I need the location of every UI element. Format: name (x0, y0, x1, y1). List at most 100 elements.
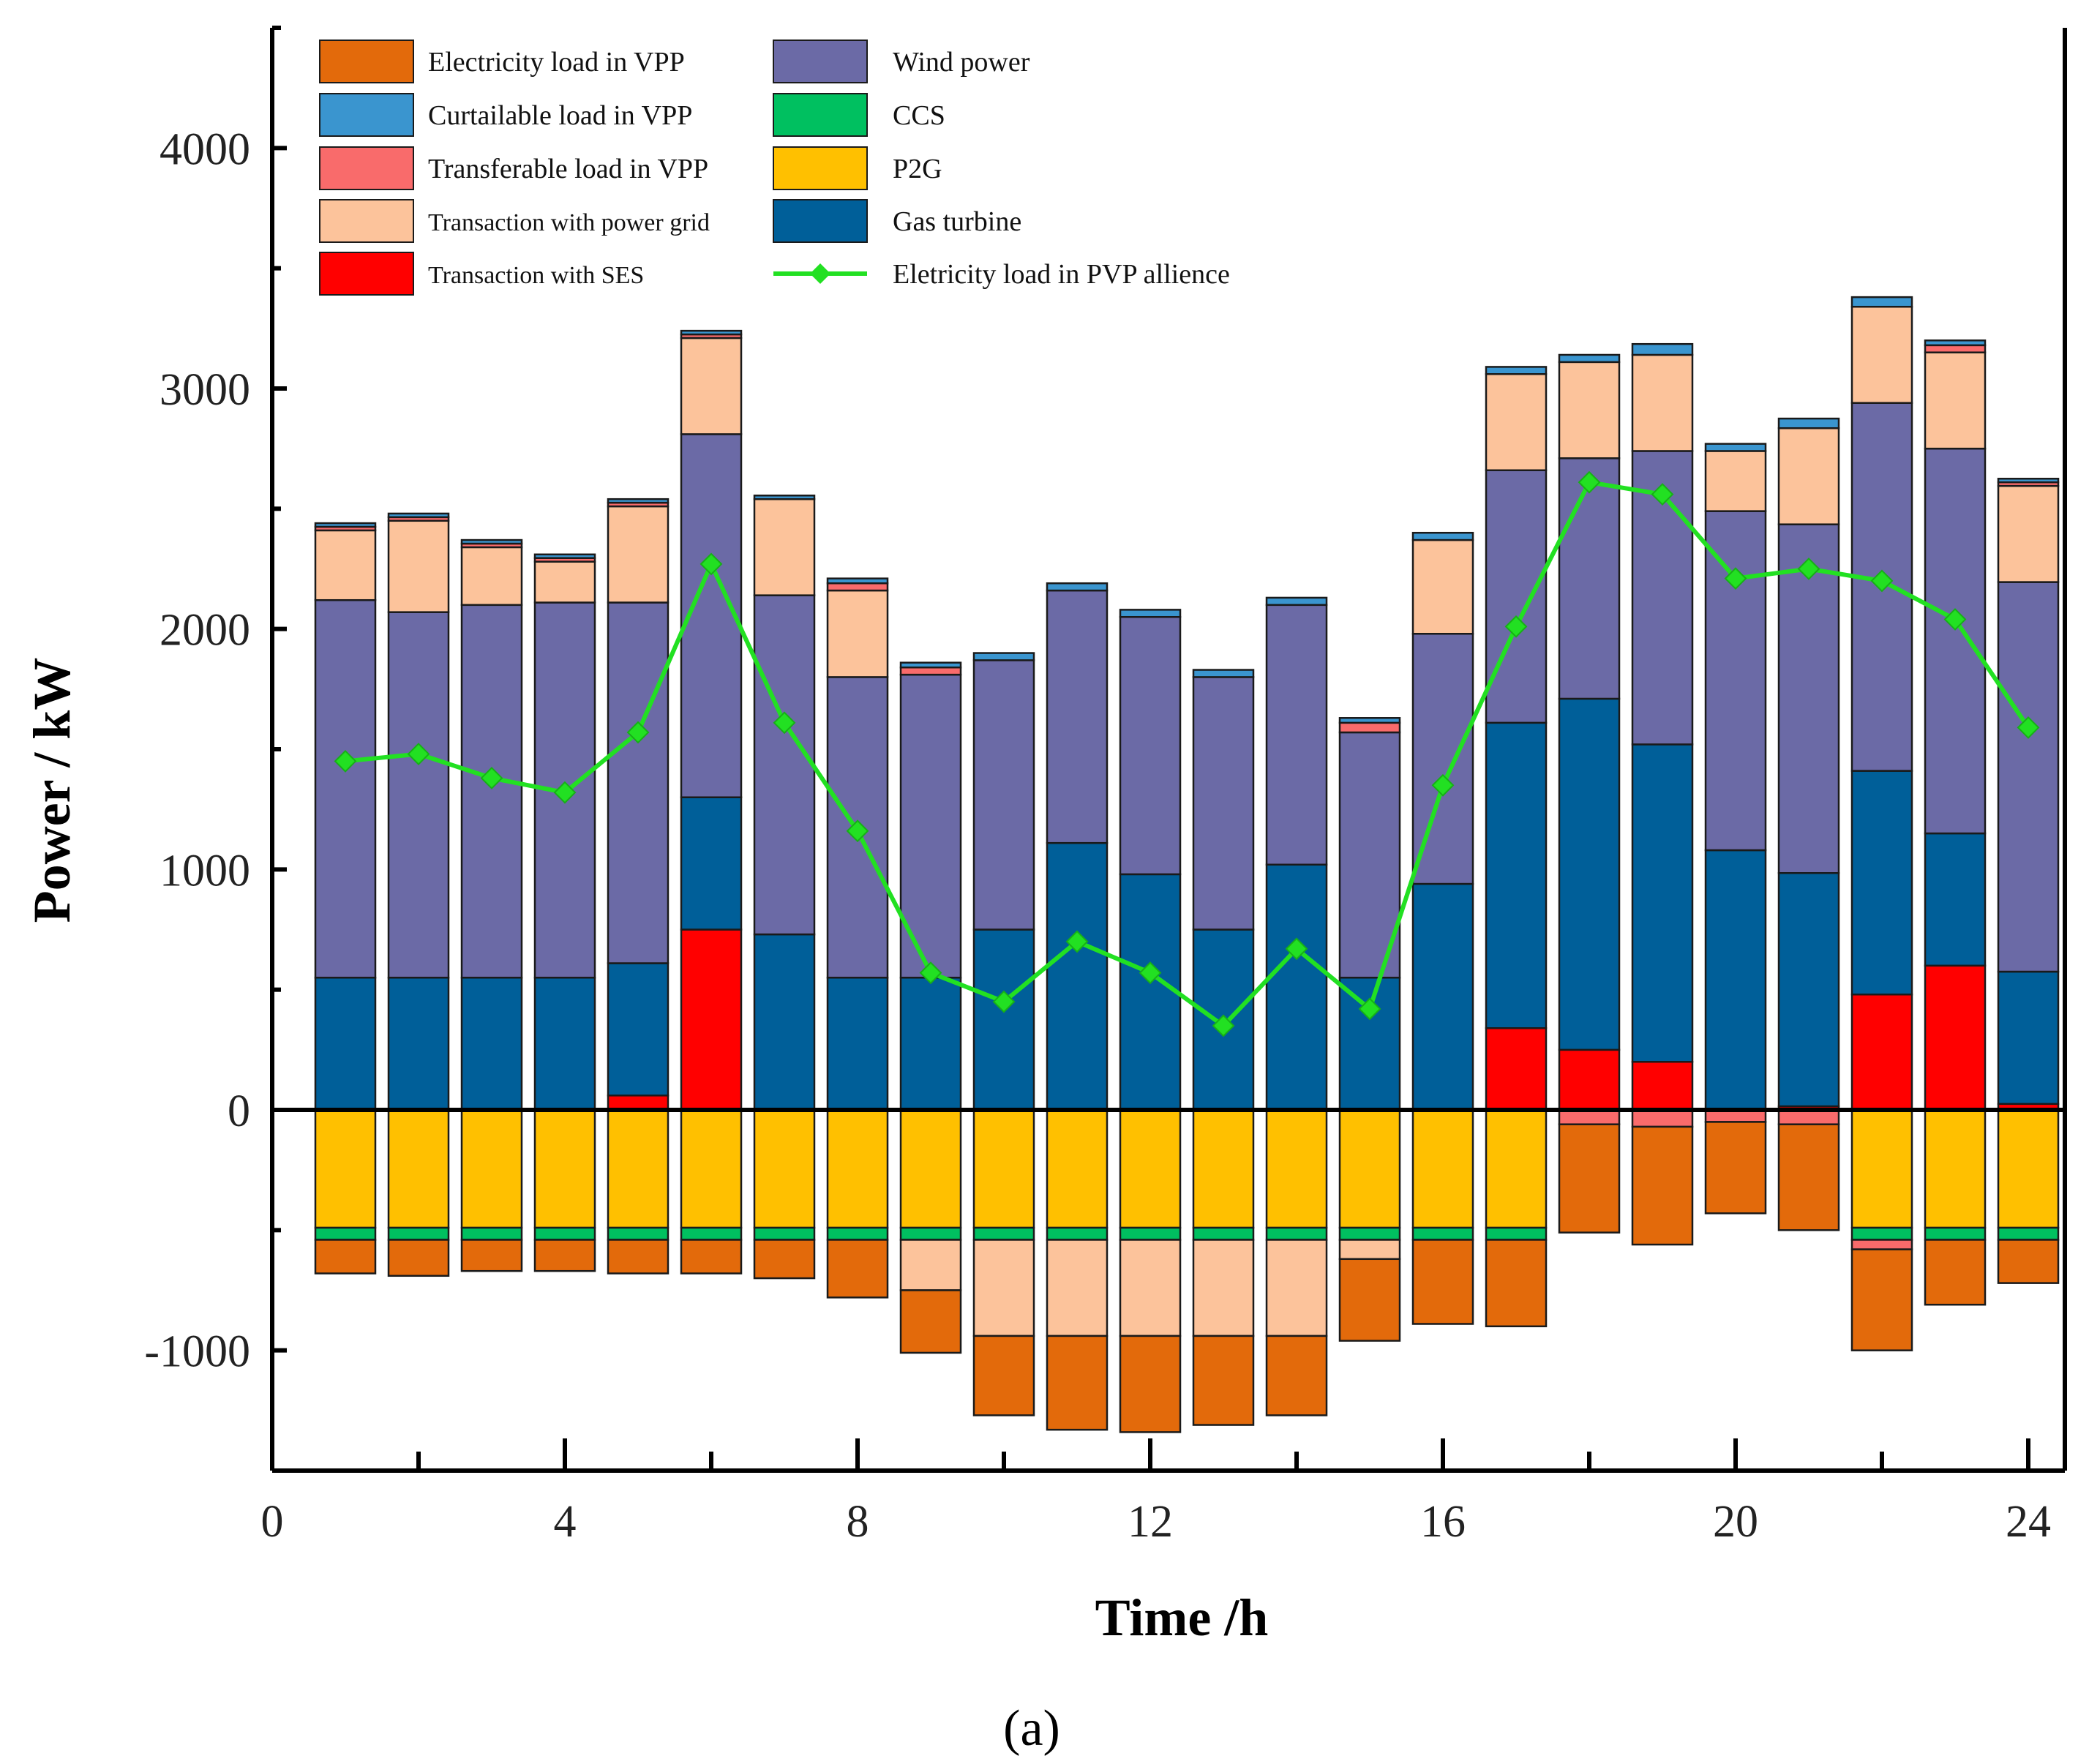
bar-neg-electricity-load-in-vpp-h3 (460, 1239, 523, 1272)
bar-curtailable-load-in-vpp-h17 (1485, 366, 1548, 375)
bar-neg-p2g-h15 (1338, 1108, 1401, 1229)
x-tick-label: 12 (1128, 1497, 1173, 1547)
load-point-h15 (1358, 997, 1381, 1021)
bar-neg-electricity-load-in-vpp-h22 (1850, 1248, 1913, 1351)
bar-transaction-with-power-grid-h4 (533, 560, 596, 604)
bar-curtailable-load-in-vpp-h13 (1192, 669, 1255, 678)
bar-gas-turbine-h24 (1997, 970, 2060, 1106)
bar-gas-turbine-h20 (1704, 849, 1767, 1111)
bar-neg-ccs-h16 (1411, 1226, 1474, 1241)
load-point-h6 (700, 552, 723, 576)
bar-curtailable-load-in-vpp-h18 (1558, 353, 1621, 364)
bar-transaction-with-power-grid-h1 (314, 529, 377, 601)
bar-gas-turbine-h23 (1924, 832, 1987, 967)
bar-neg-transferable-load-in-vpp-h22 (1850, 1239, 1913, 1250)
bar-curtailable-load-in-vpp-h10 (972, 652, 1035, 661)
bar-gas-turbine-h5 (607, 962, 670, 1097)
bar-neg-ccs-h17 (1485, 1226, 1548, 1241)
bar-neg-p2g-h10 (972, 1108, 1035, 1229)
bar-neg-p2g-h5 (607, 1108, 670, 1229)
bar-transaction-with-power-grid-h2 (387, 519, 450, 613)
bar-transaction-with-power-grid-h21 (1777, 427, 1840, 525)
legend-label: Electricity load in VPP (428, 47, 685, 78)
x-tick-label: 20 (1713, 1497, 1758, 1547)
bar-neg-p2g-h23 (1924, 1108, 1987, 1229)
bar-neg-ccs-h3 (460, 1226, 523, 1241)
x-tick-label: 24 (2006, 1497, 2051, 1547)
bar-neg-p2g-h1 (314, 1108, 377, 1229)
bar-curtailable-load-in-vpp-h4 (533, 553, 596, 559)
bar-neg-p2g-h17 (1485, 1108, 1548, 1229)
load-point-h7 (773, 711, 796, 735)
load-point-h23 (1943, 608, 1967, 631)
bar-gas-turbine-h1 (314, 976, 377, 1111)
bar-wind-power-h23 (1924, 447, 1987, 835)
legend-label: Transaction with power grid (428, 209, 710, 236)
bar-wind-power-h11 (1046, 589, 1109, 844)
x-axis-title: Time /h (1095, 1588, 1269, 1647)
bar-transaction-with-power-grid-h16 (1411, 538, 1474, 635)
bar-neg-electricity-load-in-vpp-h9 (899, 1289, 962, 1354)
bar-neg-p2g-h8 (826, 1108, 889, 1229)
y-tick-label: 4000 (160, 124, 250, 174)
x-tick-label: 16 (1420, 1497, 1466, 1547)
load-point-h21 (1797, 558, 1820, 580)
legend-swatch-p2g (773, 146, 868, 190)
bar-curtailable-load-in-vpp-h1 (314, 522, 377, 528)
bar-neg-ccs-h15 (1338, 1226, 1401, 1241)
bar-gas-turbine-h14 (1265, 863, 1328, 1111)
legend-label: CCS (893, 100, 945, 131)
bar-neg-ccs-h1 (314, 1226, 377, 1241)
legend-swatch-transaction-with-power-grid (319, 199, 414, 243)
bar-gas-turbine-h7 (753, 933, 816, 1111)
bar-neg-p2g-h4 (533, 1108, 596, 1229)
bar-neg-transferable-load-in-vpp-h19 (1631, 1108, 1694, 1128)
x-tick-label: 4 (554, 1497, 577, 1547)
bar-neg-electricity-load-in-vpp-h17 (1485, 1239, 1548, 1328)
bar-wind-power-h1 (314, 598, 377, 979)
bar-neg-electricity-load-in-vpp-h8 (826, 1239, 889, 1299)
bar-transaction-with-power-grid-h7 (753, 498, 816, 596)
load-line-layer (334, 470, 2040, 1037)
bar-neg-electricity-load-in-vpp-h1 (314, 1239, 377, 1275)
axes-layer: -1000 0 1000 2000 3000 4000 0 4 8 12 16 20 24 (144, 26, 2067, 1547)
bar-gas-turbine-h10 (972, 928, 1035, 1111)
load-point-h1 (334, 750, 357, 773)
bar-neg-electricity-load-in-vpp-h21 (1777, 1123, 1840, 1231)
load-point-h14 (1285, 937, 1308, 961)
bar-neg-transaction-with-power-grid-h10 (972, 1239, 1035, 1337)
legend-swatch-gas-turbine (773, 199, 868, 243)
bar-curtailable-load-in-vpp-h8 (826, 577, 889, 585)
bar-neg-ccs-h2 (387, 1226, 450, 1241)
bar-gas-turbine-h6 (680, 796, 743, 931)
legend: Electricity load in VPP Curtailable load … (319, 40, 1230, 296)
bar-neg-electricity-load-in-vpp-h6 (680, 1239, 743, 1275)
bar-neg-ccs-h6 (680, 1226, 743, 1241)
bar-neg-p2g-h16 (1411, 1108, 1474, 1229)
bar-transaction-with-power-grid-h22 (1850, 306, 1913, 404)
bar-neg-electricity-load-in-vpp-h19 (1631, 1125, 1694, 1246)
load-point-h3 (480, 767, 503, 789)
bar-neg-transaction-with-power-grid-h12 (1119, 1239, 1182, 1337)
bar-transaction-with-ses-h18 (1558, 1048, 1621, 1111)
legend-label: Wind power (893, 47, 1030, 78)
load-point-h16 (1431, 773, 1455, 797)
x-tick-label: 0 (261, 1497, 284, 1547)
bar-transaction-with-power-grid-h23 (1924, 351, 1987, 450)
bar-neg-ccs-h14 (1265, 1226, 1328, 1241)
bar-neg-electricity-load-in-vpp-h7 (753, 1239, 816, 1280)
bar-neg-transaction-with-power-grid-h11 (1046, 1239, 1109, 1337)
bar-gas-turbine-h3 (460, 976, 523, 1111)
bar-wind-power-h3 (460, 604, 523, 979)
bar-curtailable-load-in-vpp-h6 (680, 329, 743, 336)
bar-curtailable-load-in-vpp-h11 (1046, 582, 1109, 592)
bar-transferable-load-in-vpp-h8 (826, 582, 889, 592)
bar-wind-power-h17 (1485, 469, 1548, 724)
bar-neg-electricity-load-in-vpp-h18 (1558, 1123, 1621, 1234)
bar-neg-ccs-h9 (899, 1226, 962, 1241)
load-point-h11 (1065, 930, 1089, 953)
bar-neg-p2g-h3 (460, 1108, 523, 1229)
bar-gas-turbine-h8 (826, 976, 889, 1111)
bar-curtailable-load-in-vpp-h7 (753, 495, 816, 500)
